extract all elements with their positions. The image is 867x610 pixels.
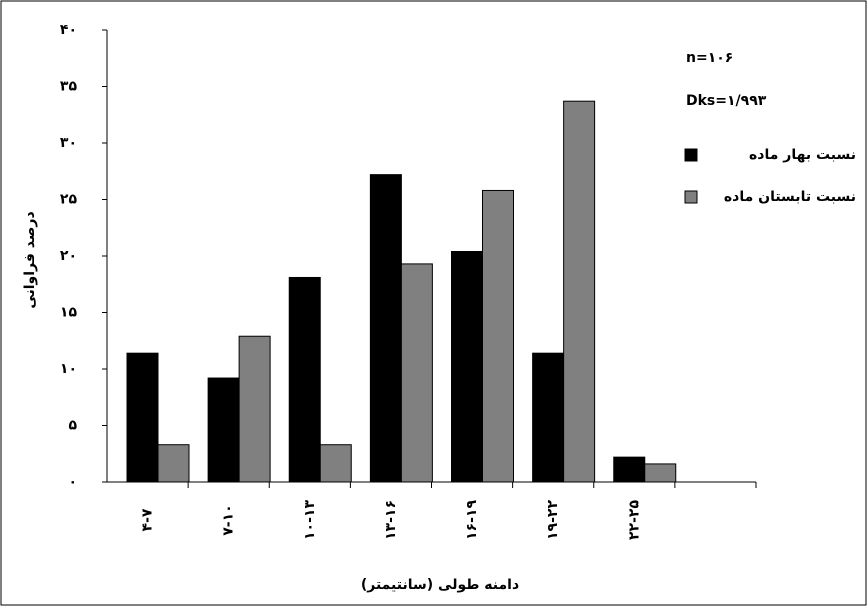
bar	[126, 352, 159, 483]
x-tick-label: ۱۶-۱۹	[464, 500, 480, 540]
y-tick-label: ۳۰	[60, 135, 77, 151]
bar	[451, 250, 483, 483]
bar	[207, 377, 240, 483]
x-tick-label: ۲۲-۲۵	[626, 500, 642, 540]
legend-label: نسبت بهار ماده	[749, 147, 856, 163]
bar	[400, 263, 433, 483]
y-tick-label: ۳۵	[60, 79, 78, 95]
bar	[238, 335, 271, 483]
y-axis-label: درصد فراوانی	[22, 211, 38, 308]
bar	[563, 100, 596, 483]
x-tick-label: ۴-۷	[140, 508, 156, 531]
bar	[532, 352, 565, 483]
y-tick-label: ۲۰	[60, 248, 77, 264]
bar	[369, 174, 402, 483]
y-tick-label: ۰	[68, 474, 77, 490]
bar	[288, 276, 321, 483]
y-tick-label: ۵	[68, 418, 77, 434]
annotation: Dks=۱/۹۹۳	[686, 93, 767, 109]
x-tick-label: ۱۹-۲۲	[545, 500, 561, 540]
x-tick-label: ۱۰-۱۳	[302, 500, 318, 540]
legend-label: نسبت تابستان ماده	[724, 189, 856, 205]
y-tick-label: ۱۰	[60, 361, 77, 377]
x-tick-label: ۷-۱۰	[221, 504, 237, 535]
x-tick-label: ۱۳-۱۶	[383, 500, 399, 540]
y-tick-label: ۲۵	[60, 192, 78, 208]
y-tick-label: ۱۵	[60, 305, 78, 321]
legend-swatch	[684, 148, 698, 162]
bar	[157, 444, 190, 483]
bar	[613, 456, 646, 483]
bar	[319, 444, 352, 483]
bar	[644, 463, 677, 483]
annotation: n=۱۰۶	[686, 50, 733, 66]
legend-swatch	[684, 190, 698, 204]
y-tick-label: ۴۰	[60, 22, 77, 38]
bar	[482, 189, 514, 483]
x-axis-label: دامنه طولی (سانتیمتر)	[361, 577, 519, 593]
